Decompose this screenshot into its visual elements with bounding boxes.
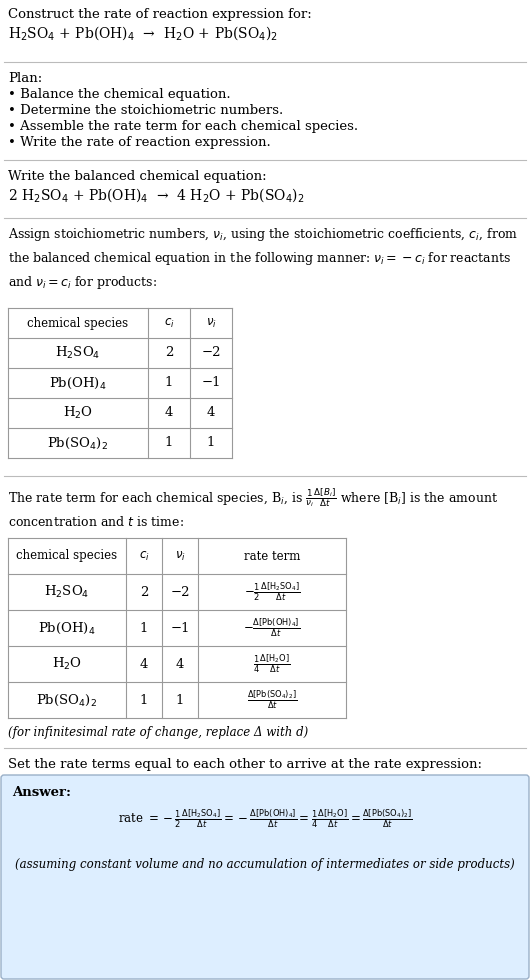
- Text: 4: 4: [176, 658, 184, 670]
- Text: Answer:: Answer:: [12, 786, 71, 799]
- Text: • Balance the chemical equation.: • Balance the chemical equation.: [8, 88, 231, 101]
- Text: −1: −1: [201, 376, 221, 389]
- Text: Construct the rate of reaction expression for:: Construct the rate of reaction expressio…: [8, 8, 312, 21]
- Text: • Assemble the rate term for each chemical species.: • Assemble the rate term for each chemic…: [8, 120, 358, 133]
- Text: −2: −2: [170, 585, 190, 599]
- Text: 2: 2: [165, 347, 173, 360]
- Text: Plan:: Plan:: [8, 72, 42, 85]
- Text: 4: 4: [165, 407, 173, 419]
- Text: $\frac{\Delta[\mathrm{Pb(SO_4)_2}]}{\Delta t}$: $\frac{\Delta[\mathrm{Pb(SO_4)_2}]}{\Del…: [247, 689, 297, 711]
- Text: $c_i$: $c_i$: [139, 550, 149, 563]
- Text: H$_2$SO$_4$: H$_2$SO$_4$: [45, 584, 90, 600]
- Text: H$_2$SO$_4$ + Pb(OH)$_4$  →  H$_2$O + Pb(SO$_4$)$_2$: H$_2$SO$_4$ + Pb(OH)$_4$ → H$_2$O + Pb(S…: [8, 24, 278, 42]
- Text: −1: −1: [170, 621, 190, 634]
- FancyBboxPatch shape: [1, 775, 529, 979]
- Text: rate term: rate term: [244, 550, 300, 563]
- Text: 1: 1: [207, 436, 215, 450]
- Text: 1: 1: [176, 694, 184, 707]
- Text: 2: 2: [140, 585, 148, 599]
- Text: 1: 1: [165, 436, 173, 450]
- Text: $\nu_i$: $\nu_i$: [206, 317, 216, 329]
- Text: $-\frac{1}{2}\frac{\Delta[\mathrm{H_2SO_4}]}{\Delta t}$: $-\frac{1}{2}\frac{\Delta[\mathrm{H_2SO_…: [244, 581, 300, 604]
- Text: H$_2$O: H$_2$O: [63, 405, 93, 421]
- Text: 1: 1: [140, 621, 148, 634]
- Text: • Determine the stoichiometric numbers.: • Determine the stoichiometric numbers.: [8, 104, 283, 117]
- Text: Pb(SO$_4$)$_2$: Pb(SO$_4$)$_2$: [37, 693, 98, 708]
- Text: chemical species: chemical species: [16, 550, 118, 563]
- Text: Write the balanced chemical equation:: Write the balanced chemical equation:: [8, 170, 267, 183]
- Text: Set the rate terms equal to each other to arrive at the rate expression:: Set the rate terms equal to each other t…: [8, 758, 482, 771]
- Text: rate $= -\frac{1}{2}\frac{\Delta[\mathrm{H_2SO_4}]}{\Delta t} = -\frac{\Delta[\m: rate $= -\frac{1}{2}\frac{\Delta[\mathrm…: [118, 808, 412, 830]
- Text: H$_2$SO$_4$: H$_2$SO$_4$: [55, 345, 101, 361]
- Text: 1: 1: [140, 694, 148, 707]
- Text: $-\frac{\Delta[\mathrm{Pb(OH)_4}]}{\Delta t}$: $-\frac{\Delta[\mathrm{Pb(OH)_4}]}{\Delt…: [243, 616, 301, 639]
- Text: (assuming constant volume and no accumulation of intermediates or side products): (assuming constant volume and no accumul…: [15, 858, 515, 871]
- Text: • Write the rate of reaction expression.: • Write the rate of reaction expression.: [8, 136, 271, 149]
- Text: chemical species: chemical species: [28, 317, 129, 329]
- Text: 4: 4: [140, 658, 148, 670]
- Text: 4: 4: [207, 407, 215, 419]
- Text: Pb(OH)$_4$: Pb(OH)$_4$: [38, 620, 96, 636]
- Text: $\nu_i$: $\nu_i$: [174, 550, 186, 563]
- Text: 2 H$_2$SO$_4$ + Pb(OH)$_4$  →  4 H$_2$O + Pb(SO$_4$)$_2$: 2 H$_2$SO$_4$ + Pb(OH)$_4$ → 4 H$_2$O + …: [8, 186, 305, 204]
- Text: Pb(SO$_4$)$_2$: Pb(SO$_4$)$_2$: [48, 435, 109, 451]
- Text: $\frac{1}{4}\frac{\Delta[\mathrm{H_2O}]}{\Delta t}$: $\frac{1}{4}\frac{\Delta[\mathrm{H_2O}]}…: [253, 653, 290, 675]
- Text: (for infinitesimal rate of change, replace Δ with d): (for infinitesimal rate of change, repla…: [8, 726, 308, 739]
- Text: $c_i$: $c_i$: [164, 317, 174, 329]
- Text: 1: 1: [165, 376, 173, 389]
- Text: Pb(OH)$_4$: Pb(OH)$_4$: [49, 375, 107, 391]
- Text: −2: −2: [201, 347, 221, 360]
- Text: Assign stoichiometric numbers, $\nu_i$, using the stoichiometric coefficients, $: Assign stoichiometric numbers, $\nu_i$, …: [8, 226, 518, 291]
- Text: The rate term for each chemical species, B$_i$, is $\frac{1}{\nu_i}\frac{\Delta[: The rate term for each chemical species,…: [8, 486, 498, 529]
- Text: H$_2$O: H$_2$O: [52, 656, 82, 672]
